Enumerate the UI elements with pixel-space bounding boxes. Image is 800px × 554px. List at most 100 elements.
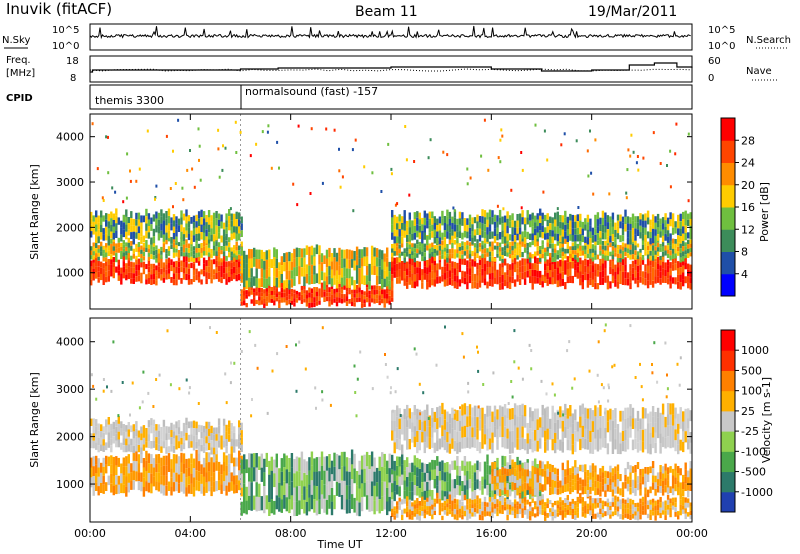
heatmap-cell [235, 255, 238, 260]
heatmap-cell [338, 247, 341, 257]
heatmap-cell [125, 196, 128, 200]
heatmap-cell [468, 246, 472, 251]
heatmap-cell [679, 509, 682, 516]
heatmap-cell [506, 248, 509, 253]
heatmap-cell [456, 276, 459, 283]
heatmap-cell [513, 425, 517, 437]
heatmap-cell [315, 273, 319, 284]
heatmap-cell [458, 211, 462, 219]
heatmap-cell [150, 249, 153, 255]
heatmap-cell [391, 420, 394, 431]
heatmap-cell [121, 381, 124, 384]
heatmap-cell [561, 257, 564, 265]
heatmap-cell [594, 221, 597, 229]
heatmap-cell [95, 243, 98, 249]
heatmap-cell [491, 210, 494, 218]
heatmap-cell [137, 226, 141, 234]
heatmap-cell [205, 482, 208, 493]
heatmap-cell [217, 242, 221, 248]
heatmap-cell [604, 226, 607, 233]
heatmap-cell [481, 262, 484, 269]
heatmap-cell [345, 485, 349, 500]
freq-trace [90, 62, 693, 73]
heatmap-cell [488, 427, 492, 439]
heatmap-cell [217, 256, 221, 262]
heatmap-cell [408, 418, 411, 429]
heatmap-cell [665, 395, 668, 399]
heatmap-cell [310, 274, 314, 284]
heatmap-cell [205, 472, 208, 483]
heatmap-cell [559, 243, 562, 249]
heatmap-cell [651, 221, 655, 229]
heatmap-cell [167, 426, 171, 434]
heatmap-cell [616, 511, 620, 517]
heatmap-cell [551, 264, 554, 272]
heatmap-cell [679, 499, 682, 505]
colorbar-swatch [721, 251, 735, 275]
heatmap-cell [421, 224, 424, 231]
heatmap-cell [448, 504, 452, 510]
heatmap-cell [406, 506, 409, 512]
colorbar-swatch [721, 140, 735, 163]
heatmap-cell [468, 470, 472, 480]
heatmap-cell [192, 458, 196, 468]
heatmap-cell [476, 239, 479, 244]
heatmap-cell [483, 461, 487, 471]
heatmap-cell [463, 251, 467, 256]
heatmap-cell [182, 248, 186, 253]
heatmap-cell [396, 250, 399, 256]
heatmap-cell [190, 279, 193, 285]
heatmap-cell [132, 445, 135, 454]
heatmap-cell [157, 482, 161, 492]
heatmap-cell [185, 417, 188, 426]
heatmap-cell [516, 405, 519, 417]
heatmap-cell [127, 242, 130, 248]
heatmap-cell [478, 222, 482, 229]
heatmap-cell [323, 291, 326, 297]
heatmap-cell [606, 502, 610, 507]
heatmap-cell [639, 270, 642, 277]
heatmap-cell [581, 221, 584, 229]
heatmap-cell [240, 293, 243, 298]
heatmap-cell [240, 473, 243, 488]
heatmap-cell [501, 237, 504, 244]
heatmap-cell [393, 481, 396, 491]
heatmap-cell [596, 283, 600, 290]
heatmap-cell [137, 430, 141, 438]
heatmap-cell [130, 241, 133, 246]
heatmap-cell [205, 222, 208, 230]
heatmap-cell [431, 211, 434, 219]
heatmap-cell [471, 259, 474, 267]
heatmap-cell [398, 476, 401, 487]
heatmap-cell [446, 499, 449, 504]
heatmap-cell [438, 405, 442, 417]
heatmap-cell [523, 405, 527, 417]
heatmap-cell [182, 198, 185, 202]
heatmap-cell [391, 252, 394, 258]
heatmap-cell [611, 502, 615, 507]
heatmap-cell [398, 497, 401, 502]
heatmap-cell [483, 217, 487, 225]
heatmap-cell [230, 438, 233, 447]
heatmap-cell [235, 439, 238, 447]
heatmap-cell [482, 383, 485, 386]
heatmap-cell [641, 429, 645, 442]
heatmap-cell [684, 246, 687, 251]
heatmap-cell [266, 130, 269, 134]
heatmap-cell [463, 510, 467, 517]
heatmap-cell [676, 362, 679, 366]
heatmap-cell [403, 490, 406, 501]
heatmap-cell [147, 427, 151, 435]
heatmap-cell [471, 250, 474, 257]
heatmap-cell [290, 279, 294, 288]
heatmap-cell [222, 440, 226, 448]
heatmap-cell [228, 209, 231, 217]
heatmap-cell [684, 262, 687, 270]
heatmap-cell [644, 234, 647, 243]
heatmap-cell [210, 228, 213, 235]
heatmap-cell [441, 414, 444, 426]
heatmap-cell [135, 219, 138, 226]
heatmap-cell [253, 297, 256, 302]
heatmap-cell [518, 260, 522, 267]
heatmap-cell [584, 471, 587, 480]
